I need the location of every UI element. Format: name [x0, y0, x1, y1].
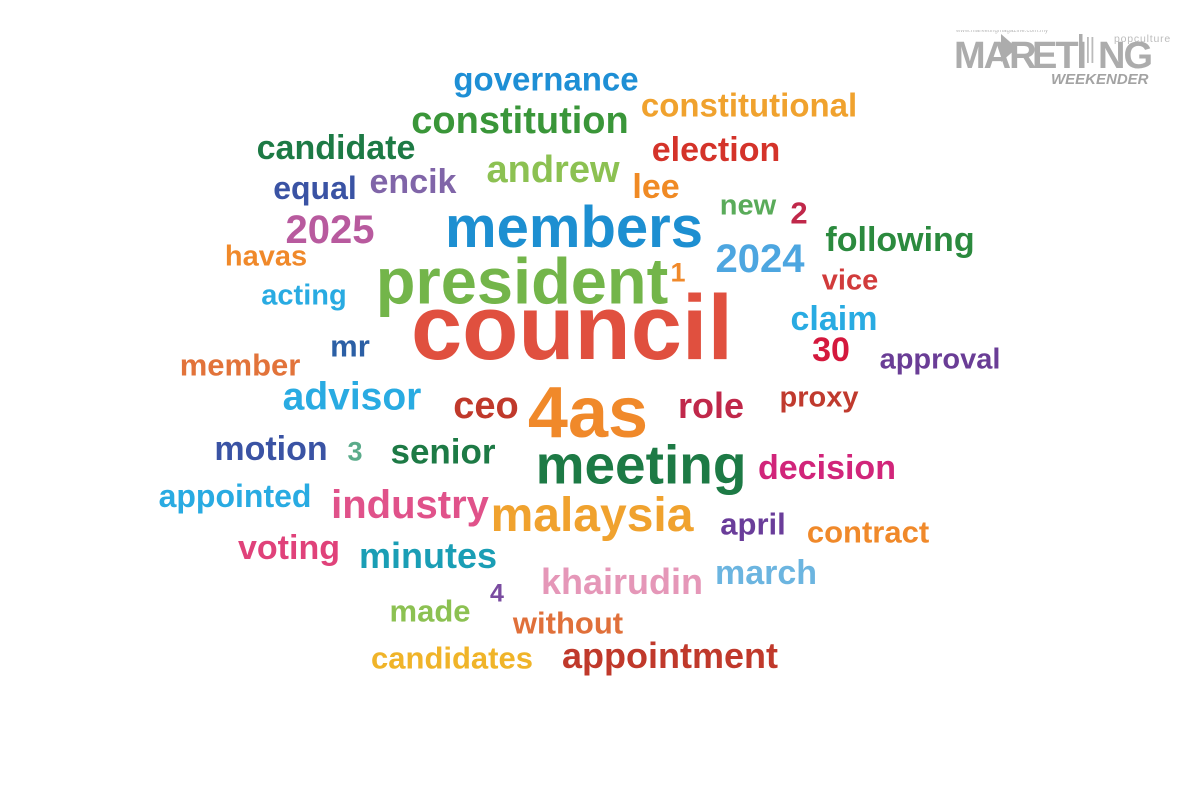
- svg-text:MAR: MAR: [954, 35, 1036, 77]
- svg-text:WEEKENDER: WEEKENDER: [1051, 71, 1149, 88]
- svg-text:www.marketingmagazine.com.my: www.marketingmagazine.com.my: [955, 30, 1048, 34]
